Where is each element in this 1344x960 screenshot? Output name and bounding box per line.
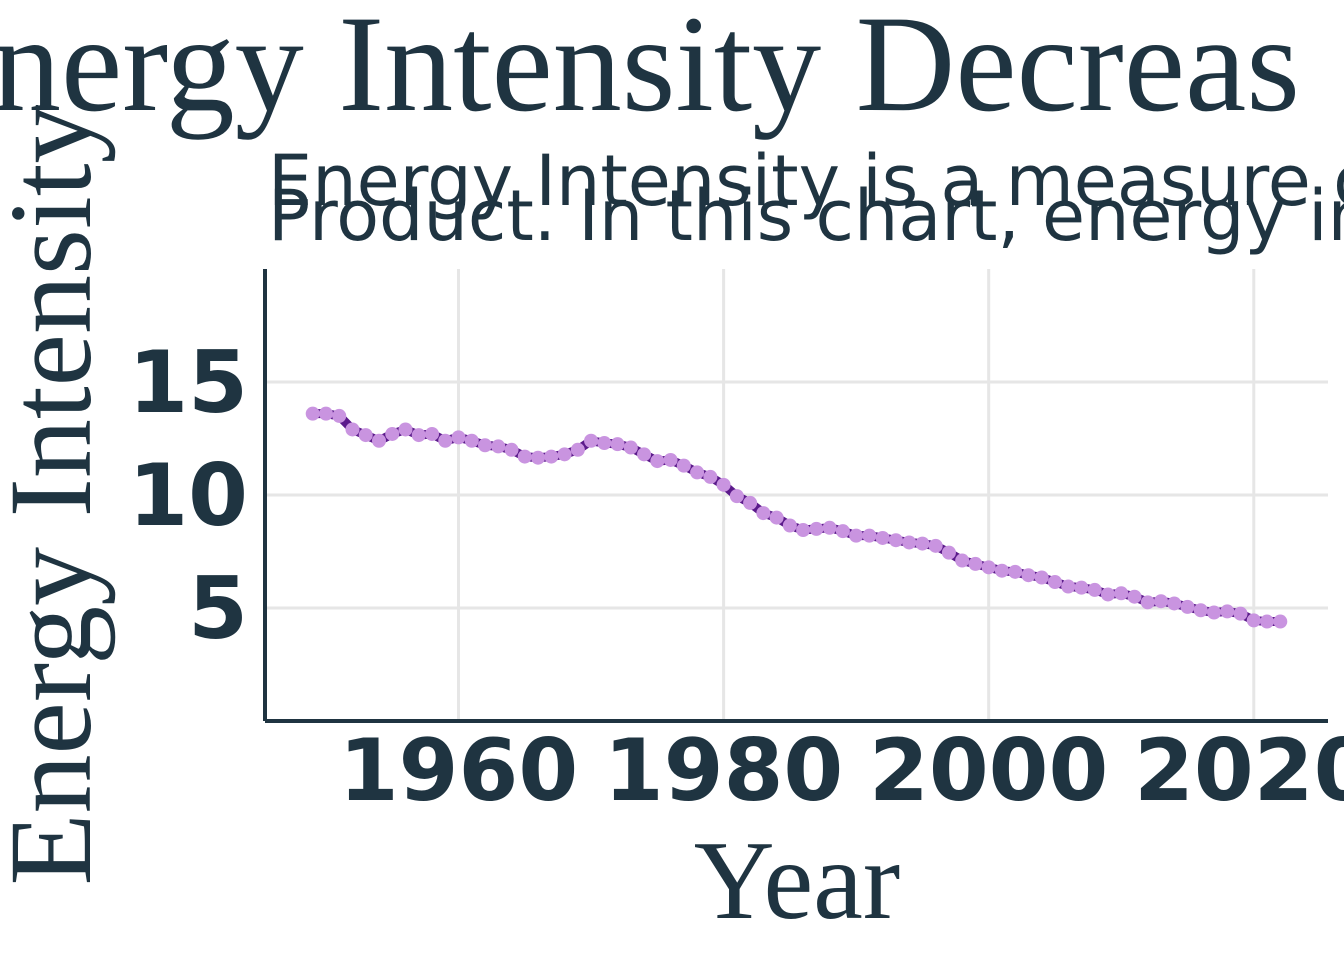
data-point [1140, 595, 1155, 610]
data-point [491, 439, 506, 454]
data-point [544, 449, 559, 464]
data-point [1220, 604, 1235, 619]
data-point [981, 560, 996, 575]
x-tick-label: 2000 [869, 721, 1108, 821]
x-tick-label: 2020 [1134, 721, 1344, 821]
data-point [955, 553, 970, 568]
data-point [438, 433, 453, 448]
data-point [1087, 582, 1102, 597]
data-point [1114, 586, 1129, 601]
data-point [690, 465, 705, 480]
data-point [663, 452, 678, 467]
data-point [888, 533, 903, 548]
data-point [1273, 614, 1288, 629]
data-point [531, 450, 546, 465]
data-point [332, 408, 347, 423]
data-point [1021, 568, 1036, 583]
data-point [809, 521, 824, 536]
data-point [928, 538, 943, 553]
y-tick-label: 15 [128, 333, 248, 433]
data-point [623, 440, 638, 455]
data-point [305, 406, 320, 421]
data-point [318, 406, 333, 421]
data-point [650, 454, 665, 469]
data-point [1207, 605, 1222, 620]
data-point [358, 428, 373, 443]
data-point [1034, 570, 1049, 585]
x-tick-label: 1960 [339, 721, 578, 821]
chart-subtitle: Energy Intensity is a measure o [268, 140, 1344, 222]
data-point [1074, 580, 1089, 595]
data-point [1008, 564, 1023, 579]
data-point [504, 442, 519, 457]
data-point [716, 477, 731, 492]
data-point [703, 469, 718, 484]
y-tick-label: 10 [128, 446, 248, 546]
data-point [796, 523, 811, 538]
data-point [345, 422, 360, 437]
data-point [1127, 589, 1142, 604]
data-point [676, 458, 691, 473]
data-point [517, 449, 532, 464]
data-point [464, 433, 479, 448]
data-point [743, 495, 758, 510]
data-point [478, 438, 493, 453]
data-point [782, 518, 797, 533]
data-point [915, 536, 930, 551]
data-point [1100, 587, 1115, 602]
chart-subtitle: Product. In this chart, energy in [268, 175, 1344, 257]
data-point [451, 430, 466, 445]
data-point [411, 428, 426, 443]
data-point [610, 437, 625, 452]
data-point [584, 433, 599, 448]
data-point [1246, 613, 1261, 628]
data-point [902, 535, 917, 550]
chart-title: nergy Intensity Decreas [0, 0, 1300, 140]
data-point [1193, 603, 1208, 618]
data-point [769, 510, 784, 525]
data-point [1153, 594, 1168, 609]
data-point [637, 447, 652, 462]
data-point [729, 489, 744, 504]
x-tick-label: 1980 [604, 721, 843, 821]
data-point [835, 524, 850, 539]
data-point [1061, 579, 1076, 594]
data-point [398, 422, 413, 437]
data-point [557, 447, 572, 462]
data-point [1233, 606, 1248, 621]
data-point [875, 530, 890, 545]
data-point [822, 520, 837, 535]
data-point [425, 426, 440, 441]
data-point [570, 442, 585, 457]
data-point [862, 528, 877, 543]
data-point [1047, 575, 1062, 590]
data-point [756, 506, 771, 521]
data-point [994, 563, 1009, 578]
y-tick-label: 5 [188, 559, 248, 659]
data-point [1167, 596, 1182, 611]
data-point [849, 528, 864, 543]
data-point [371, 433, 386, 448]
data-point [968, 556, 983, 571]
data-point [1180, 599, 1195, 614]
data-point [1260, 614, 1275, 629]
data-point [597, 436, 612, 451]
data-point [941, 545, 956, 560]
data-point [385, 426, 400, 441]
y-axis-title: Energy Intensity [0, 104, 116, 885]
x-axis-title: Year [694, 819, 900, 943]
